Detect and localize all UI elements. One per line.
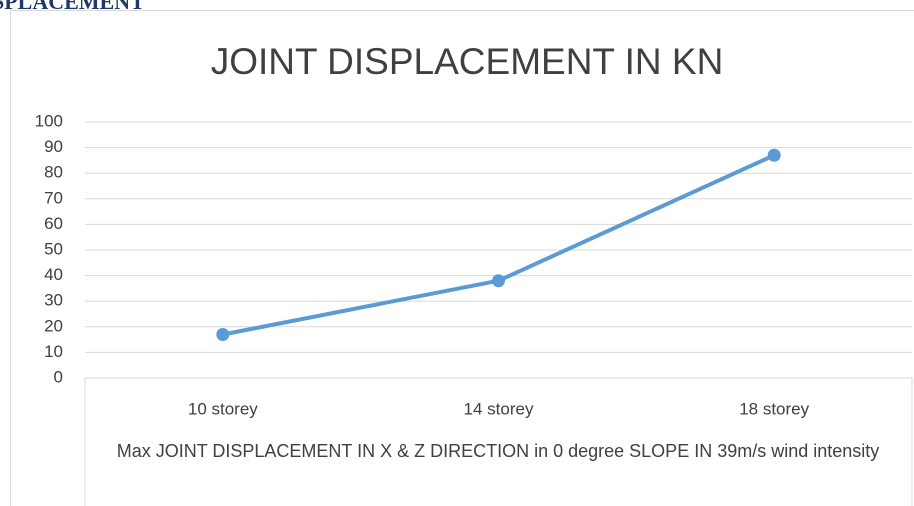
y-tick-label: 30	[44, 291, 63, 310]
data-line	[222, 153, 775, 337]
y-tick-label: 60	[44, 214, 63, 233]
y-tick-label: 0	[54, 367, 63, 386]
chart-frame	[10, 10, 914, 506]
y-tick-label: 50	[44, 239, 63, 258]
y-tick-label: 80	[44, 163, 63, 182]
data-point	[216, 327, 230, 341]
y-tick-label: 10	[44, 342, 63, 361]
x-tick-label: 10 storey	[188, 399, 258, 418]
y-tick-label: 40	[44, 265, 63, 284]
y-tick-label: 100	[35, 111, 63, 130]
x-tick-label: 14 storey	[464, 399, 534, 418]
x-tick-label: 18 storey	[739, 399, 809, 418]
y-tick-label: 20	[44, 316, 63, 335]
chart-title: JOINT DISPLACEMENT IN KN	[211, 41, 724, 82]
x-axis-label: Max JOINT DISPLACEMENT IN X & Z DIRECTIO…	[116, 441, 880, 461]
heading: SPLACEMENT	[0, 0, 145, 14]
y-tick-label: 90	[44, 137, 63, 156]
y-tick-label: 70	[44, 188, 63, 207]
data-point	[767, 148, 781, 162]
data-point	[492, 274, 505, 288]
